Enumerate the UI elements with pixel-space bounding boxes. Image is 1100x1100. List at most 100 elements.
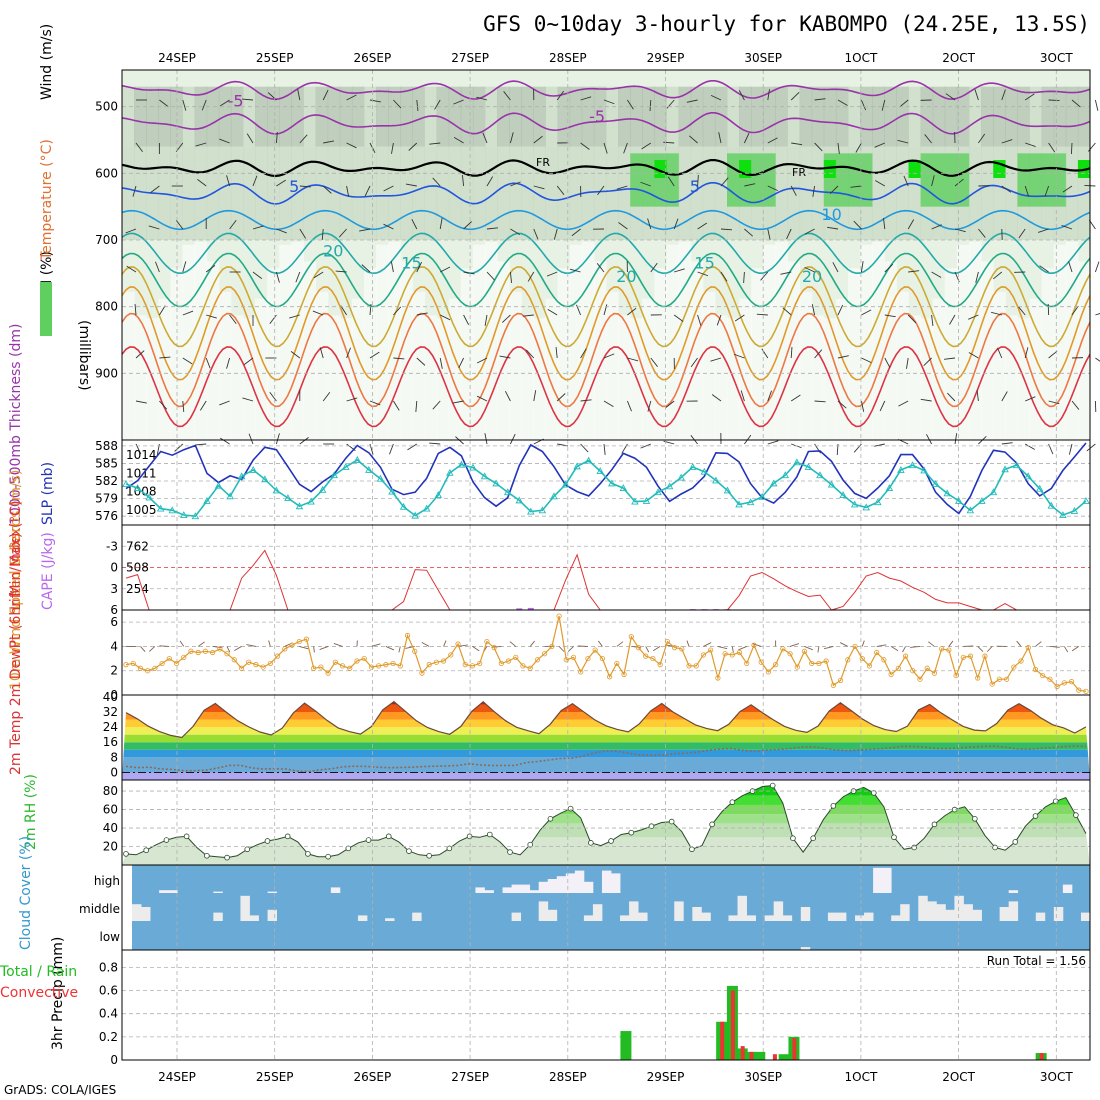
wind-barb <box>335 270 347 273</box>
rh-marker <box>891 834 897 841</box>
wind-speed-marker <box>953 672 959 679</box>
thickness-marker <box>955 497 963 504</box>
cloud-block <box>240 895 250 921</box>
rh-band <box>364 146 377 240</box>
wind-barb <box>1024 443 1035 450</box>
wind-barb <box>463 271 475 275</box>
thickness-marker <box>700 467 709 475</box>
wind-barb <box>812 185 816 197</box>
rh-dry-column <box>134 315 147 440</box>
cloud-block <box>601 870 612 893</box>
wind-speed-marker <box>1068 679 1075 685</box>
thickness-marker <box>422 504 431 512</box>
freezing-label: FR <box>792 166 806 179</box>
rh-band <box>557 86 571 147</box>
rh-band <box>122 86 135 147</box>
wind-barb <box>434 99 441 110</box>
wind-barb <box>182 261 187 273</box>
wind-barb <box>276 228 287 234</box>
wind-speed-marker <box>477 660 483 667</box>
rh-marker <box>628 829 635 836</box>
rh-band <box>727 86 740 147</box>
wind-speed-marker <box>390 660 396 667</box>
cloud-block <box>475 887 485 893</box>
wind-barb <box>790 394 801 402</box>
cloud-block <box>918 895 928 921</box>
thickness-marker <box>769 479 778 487</box>
thickness-marker <box>168 506 177 514</box>
rh-band <box>1029 86 1043 147</box>
cloud-block <box>746 915 757 921</box>
wind-speed-marker <box>787 651 793 657</box>
rh-band <box>969 86 982 147</box>
cloud-block <box>1008 890 1019 893</box>
wind10m-axis-label: 10m Wind Speed & Barbs (m/s) <box>8 470 24 690</box>
rh-dry-column <box>593 261 607 440</box>
thickness-slp-panel: 58858558257957610141011100810051000-500m… <box>8 324 1091 526</box>
rh-dry-column <box>170 268 183 440</box>
wind-barb <box>596 263 605 273</box>
cloud-block <box>764 915 775 921</box>
wind-barb <box>974 89 979 101</box>
rh-dry-column <box>364 268 377 440</box>
wind-barb <box>1063 646 1069 653</box>
rh-marker <box>123 851 129 857</box>
contour-label: 20 <box>616 267 636 286</box>
wind-speed-marker <box>982 653 988 659</box>
pressure-tick: 500 <box>95 100 118 114</box>
wind-speed-marker <box>1025 645 1031 651</box>
wind-barb <box>297 89 301 101</box>
rh-dry-column <box>811 315 825 440</box>
wind-speed-marker <box>1040 672 1046 679</box>
wind-barb <box>229 219 237 230</box>
rh-band <box>642 86 655 147</box>
lifted-tick: 6 <box>110 603 118 617</box>
cloud-block <box>168 890 178 893</box>
wind-speed-marker <box>325 670 331 676</box>
wind-barb <box>837 304 844 316</box>
rh-tick: 60 <box>103 803 118 817</box>
rh-band <box>485 86 498 147</box>
rh-band <box>848 86 861 147</box>
rh-tick: 80 <box>103 784 118 798</box>
cloud-block <box>511 884 522 893</box>
left-tick: 576 <box>95 509 118 523</box>
wind-barb <box>416 312 428 316</box>
wind-barb <box>975 271 979 283</box>
cloud-block <box>547 909 558 921</box>
wind-barb <box>1048 99 1060 102</box>
wind-barb <box>697 314 702 326</box>
wind-barb <box>720 177 729 187</box>
lifted-line <box>125 549 1086 611</box>
wind-barb <box>665 400 675 409</box>
wind-speed-marker <box>549 643 555 650</box>
rh-bands <box>122 785 1090 865</box>
rh-marker <box>143 847 150 854</box>
cloud-block <box>800 947 811 950</box>
wind-barb <box>839 642 849 647</box>
top-day-label: 2OCT <box>942 51 975 65</box>
thickness-marker <box>608 479 616 487</box>
temp-tick: 16 <box>103 735 118 749</box>
temperature-contour <box>121 266 1091 348</box>
wind-speed-marker <box>433 659 439 665</box>
wind-barb <box>603 353 615 359</box>
rh-marker <box>790 835 796 842</box>
temperature-contour <box>121 346 1091 428</box>
wind-barb <box>924 134 932 144</box>
wind-barb <box>558 646 565 652</box>
wind-barb <box>452 400 464 404</box>
wind-speed-marker <box>166 655 172 662</box>
rh-dry-column <box>884 261 897 440</box>
rh-band <box>448 86 462 147</box>
rh-marker <box>588 840 594 846</box>
rh-band <box>158 86 171 147</box>
thickness-marker <box>237 472 246 480</box>
rh-marker <box>729 799 736 805</box>
precip-conv-bar <box>740 1046 745 1060</box>
rh-dry-column <box>678 241 692 440</box>
wind-barb <box>804 266 815 273</box>
rh-tick: 40 <box>103 821 118 835</box>
rh-band <box>944 86 958 147</box>
contour-label: -5 <box>228 92 244 111</box>
